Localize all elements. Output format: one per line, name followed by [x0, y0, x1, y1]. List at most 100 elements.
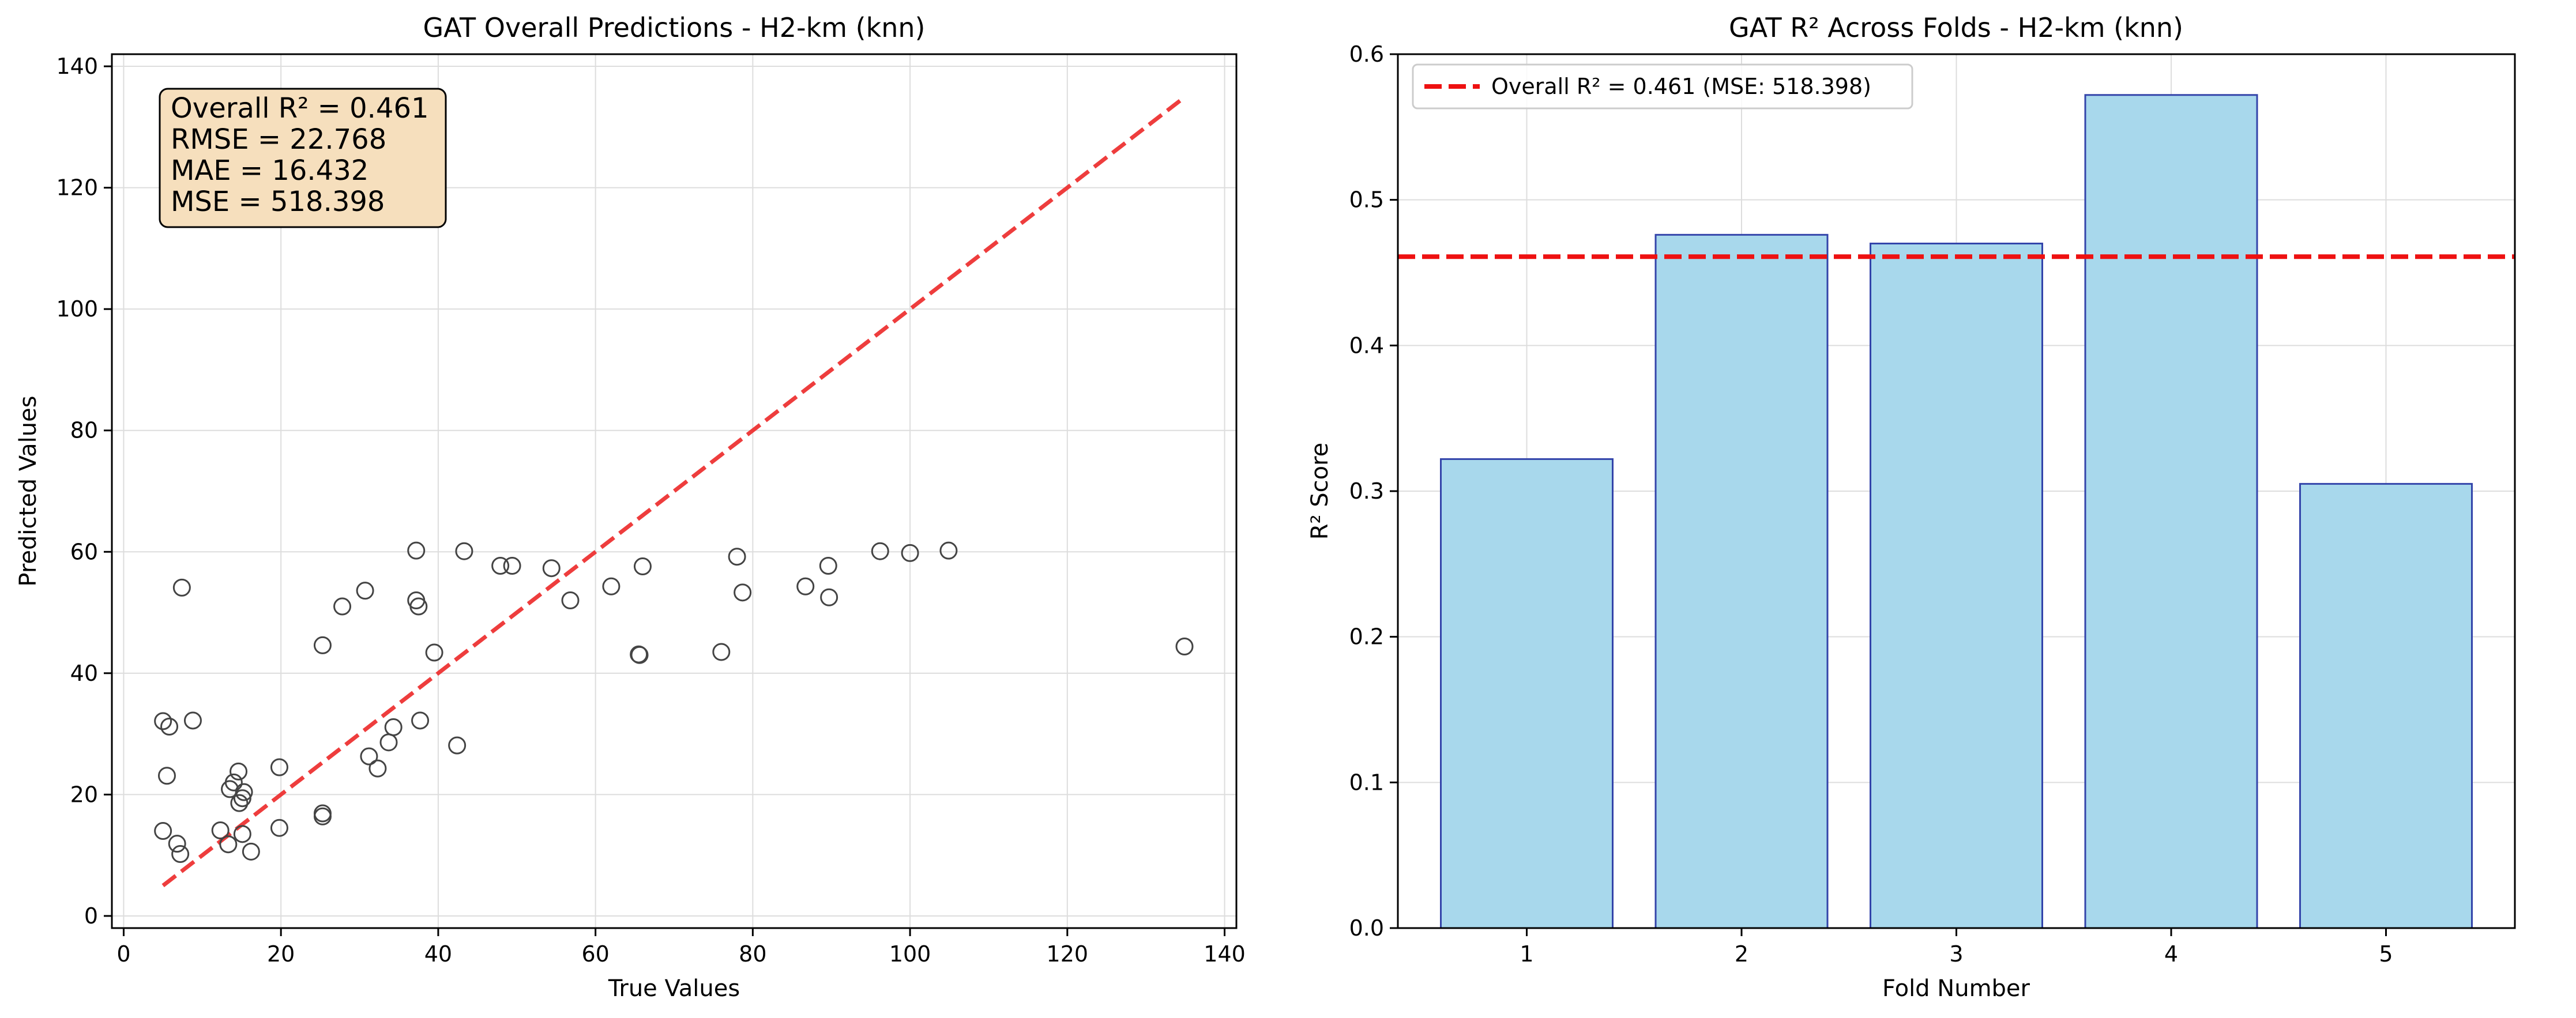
scatter-point — [224, 773, 243, 791]
scatter-point — [455, 542, 473, 560]
scatter-point — [734, 583, 752, 602]
scatter-chart: 0 20 40 60 80 100 120 140 0 20 40 60 80 100 120 140 GA… — [15, 12, 1246, 1002]
bar-fold-4 — [2084, 94, 2258, 929]
bar-title: GAT R² Across Folds - H2-km (knn) — [1729, 12, 2183, 43]
scatter-point — [630, 646, 649, 664]
bar-fold-3 — [1870, 242, 2043, 929]
scatter-stats-box-background — [159, 88, 447, 228]
scatter-title: GAT Overall Predictions - H2-km (knn) — [423, 12, 926, 43]
scatter-y-tick-label: 20 — [70, 782, 98, 807]
scatter-points — [154, 541, 1194, 864]
bar-x-label: Fold Number — [1882, 975, 2030, 1002]
scatter-point — [939, 541, 958, 560]
scatter-point — [819, 556, 837, 575]
scatter-x-label: True Values — [608, 975, 740, 1002]
bar-y-ticks: 0.0 0.1 0.2 0.3 0.4 0.5 0.6 — [1349, 42, 1398, 941]
bar-y-tick-label: 0.2 — [1349, 624, 1384, 650]
bar-x-tick-label: 1 — [1520, 941, 1533, 967]
bar-y-tick-label: 0.6 — [1349, 42, 1384, 67]
stats-line-rmse: RMSE = 22.768 — [171, 123, 386, 156]
scatter-point — [313, 636, 332, 654]
scatter-y-tick-label: 120 — [56, 175, 98, 201]
scatter-point — [230, 762, 248, 781]
scatter-point — [384, 718, 403, 737]
scatter-point — [491, 556, 510, 575]
bar-y-tick-label: 0.5 — [1349, 187, 1384, 213]
scatter-point — [356, 582, 374, 600]
bar-x-tick-label: 4 — [2164, 941, 2178, 967]
scatter-point — [313, 807, 332, 825]
scatter-point — [270, 819, 288, 837]
stats-line-mae: MAE = 16.432 — [171, 154, 368, 187]
scatter-point — [728, 548, 746, 566]
scatter-plot-frame — [111, 53, 1238, 929]
scatter-y-tick-label: 80 — [70, 418, 98, 443]
scatter-x-tick-label: 80 — [739, 941, 766, 967]
scatter-point — [712, 643, 731, 661]
bar-legend-box — [1412, 63, 1913, 110]
scatter-x-tick-label: 60 — [581, 941, 609, 967]
scatter-point — [171, 845, 190, 864]
scatter-point — [360, 747, 378, 766]
bar-y-tick-label: 0.1 — [1349, 770, 1384, 795]
scatter-x-ticks: 0 20 40 60 80 100 120 140 — [116, 928, 1246, 967]
scatter-y-tick-label: 100 — [56, 296, 98, 322]
bar-legend: Overall R² = 0.461 (MSE: 518.398) — [1412, 63, 1913, 110]
scatter-point — [633, 557, 652, 576]
scatter-point — [242, 842, 260, 861]
bar-x-tick-label: 3 — [1949, 941, 1963, 967]
bar-y-tick-label: 0.3 — [1349, 478, 1384, 504]
scatter-point — [233, 825, 251, 843]
scatter-x-tick-label: 40 — [424, 941, 452, 967]
scatter-point — [561, 591, 580, 609]
bar-x-ticks: 1 2 3 4 5 — [1520, 928, 2393, 967]
stats-line-mse: MSE = 518.398 — [171, 186, 385, 218]
scatter-point — [425, 643, 443, 662]
scatter-point — [211, 821, 230, 840]
scatter-y-tick-label: 140 — [56, 54, 98, 79]
scatter-point — [542, 559, 561, 578]
scatter-y-tick-label: 60 — [70, 539, 98, 564]
bar-fold-5 — [2299, 482, 2473, 929]
scatter-y-label: Predicted Values — [15, 395, 42, 586]
bar-chart: 1 2 3 4 5 0.0 0.1 0.2 0.3 0.4 0.5 0.6 GAT R² Acros… — [1307, 12, 2516, 1002]
bar-legend-label: Overall R² = 0.461 (MSE: 518.398) — [1491, 74, 1871, 99]
scatter-x-tick-label: 140 — [1204, 941, 1246, 967]
scatter-point — [407, 541, 426, 560]
bar-x-tick-label: 5 — [2379, 941, 2393, 967]
scatter-point — [1175, 638, 1194, 656]
bar-fold-2 — [1654, 233, 1829, 929]
scatter-x-tick-label: 120 — [1047, 941, 1089, 967]
scatter-x-tick-label: 100 — [889, 941, 931, 967]
bar-y-tick-label: 0.0 — [1349, 915, 1384, 941]
scatter-point — [602, 577, 621, 595]
bar-fold-1 — [1440, 458, 1614, 929]
bar-y-label: R² Score — [1307, 443, 1333, 540]
scatter-point — [368, 759, 387, 778]
scatter-point — [157, 767, 176, 785]
scatter-point — [230, 794, 249, 812]
scatter-point — [270, 758, 288, 776]
scatter-y-tick-label: 0 — [84, 903, 98, 929]
scatter-point — [219, 835, 238, 854]
stats-line-r2: Overall R² = 0.461 — [171, 92, 429, 125]
scatter-point — [172, 578, 191, 597]
scatter-point — [333, 597, 352, 616]
scatter-y-tick-label: 40 — [70, 661, 98, 686]
scatter-point — [796, 577, 815, 595]
bar-bars — [1440, 94, 2473, 929]
scatter-point — [160, 717, 179, 736]
scatter-point — [154, 712, 172, 730]
scatter-point — [901, 544, 919, 562]
scatter-point — [168, 835, 186, 853]
scatter-x-tick-label: 0 — [116, 941, 130, 967]
bar-x-tick-label: 2 — [1735, 941, 1748, 967]
scatter-point — [820, 588, 838, 606]
scatter-x-tick-label: 20 — [267, 941, 295, 967]
scatter-point — [154, 822, 172, 840]
scatter-point — [409, 597, 428, 616]
scatter-point — [448, 736, 467, 755]
scatter-y-ticks: 0 20 40 60 80 100 120 140 — [56, 54, 112, 929]
scatter-point — [411, 711, 430, 730]
